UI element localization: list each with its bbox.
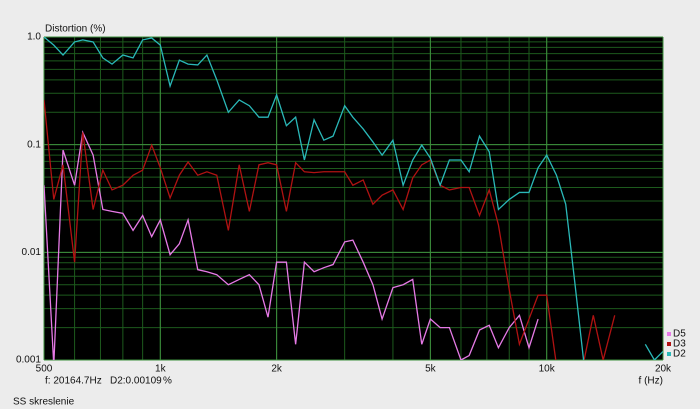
chart-title: Distortion (%) [45,24,106,35]
legend-swatch [667,352,671,356]
y-tick-label: 0.001 [16,355,41,366]
x-tick-label: 1k [155,364,167,375]
cursor-unit: % [163,376,172,387]
plot-area [44,37,663,360]
legend-label: D5 [673,329,686,340]
y-tick-label: 0.01 [22,247,42,258]
x-axis-label: f (Hz) [639,376,663,387]
y-tick-label: 1.0 [27,32,41,43]
x-tick-label: 20k [655,364,672,375]
legend-label: D3 [673,339,686,350]
x-tick-label: 500 [36,364,53,375]
window-caption: SS skreslenie [13,397,75,408]
x-tick-label: 2k [271,364,283,375]
cursor-value: D2:0.00109 [110,376,162,387]
grid [43,36,664,361]
series-line [44,37,663,360]
legend-swatch [667,342,671,346]
y-tick-label: 0.1 [27,139,41,150]
x-tick-label: 5k [425,364,437,375]
lines [44,37,663,360]
legend-swatch [667,332,671,336]
series-line [44,99,616,360]
series-line [44,130,539,360]
cursor-frequency: f: 20164.7Hz [45,376,102,387]
x-tick-label: 10k [539,364,556,375]
legend-label: D2 [673,349,686,360]
